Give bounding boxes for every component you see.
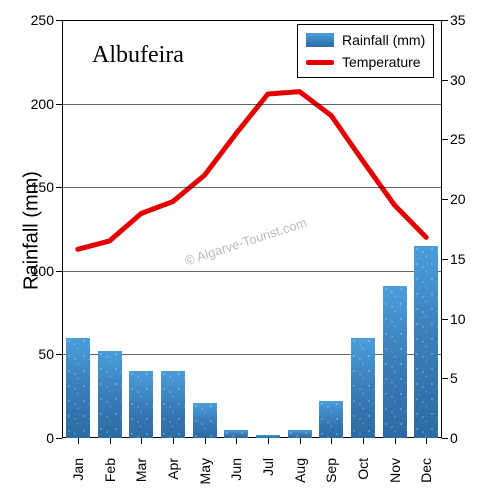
tick-y1 <box>56 187 62 188</box>
tick-x <box>395 438 396 444</box>
rainfall-bar <box>98 351 122 438</box>
tick-y2 <box>442 20 448 21</box>
tick-x <box>173 438 174 444</box>
legend-line-swatch <box>306 60 334 65</box>
tick-y1 <box>56 104 62 105</box>
rainfall-bar <box>66 338 90 438</box>
tick-label-x: Jun <box>228 458 244 488</box>
tick-y2 <box>442 438 448 439</box>
legend: Rainfall (mm) Temperature <box>297 24 434 78</box>
tick-label-y2: 0 <box>450 430 458 446</box>
rainfall-bar <box>288 430 312 438</box>
tick-label-y2: 15 <box>450 251 466 267</box>
tick-y2 <box>442 139 448 140</box>
tick-label-y1: 0 <box>46 430 54 446</box>
tick-label-x: Aug <box>292 458 308 488</box>
legend-bar-swatch <box>306 33 334 47</box>
tick-y1 <box>56 354 62 355</box>
rainfall-bar <box>161 371 185 438</box>
tick-label-x: Oct <box>355 458 371 488</box>
tick-y2 <box>442 199 448 200</box>
rainfall-bar <box>224 430 248 438</box>
tick-x <box>205 438 206 444</box>
tick-label-x: Dec <box>418 458 434 488</box>
tick-label-x: Feb <box>102 458 118 488</box>
tick-y1 <box>56 271 62 272</box>
tick-label-y2: 25 <box>450 131 466 147</box>
tick-label-x: Jan <box>70 458 86 488</box>
tick-label-x: Sep <box>323 458 339 488</box>
tick-label-y2: 10 <box>450 311 466 327</box>
tick-label-y1: 100 <box>31 263 54 279</box>
tick-y1 <box>56 20 62 21</box>
tick-y1 <box>56 438 62 439</box>
tick-x <box>331 438 332 444</box>
rainfall-bar <box>256 435 280 438</box>
legend-rainfall: Rainfall (mm) <box>306 29 425 51</box>
gridline-y1 <box>62 104 442 105</box>
tick-x <box>268 438 269 444</box>
tick-label-y2: 5 <box>450 370 458 386</box>
rainfall-bar <box>319 401 343 438</box>
tick-y2 <box>442 378 448 379</box>
rainfall-bar <box>383 286 407 438</box>
rainfall-bar <box>414 246 438 438</box>
tick-y2 <box>442 259 448 260</box>
tick-label-y2: 30 <box>450 72 466 88</box>
chart-title: Albufeira <box>92 42 184 69</box>
tick-label-y1: 250 <box>31 12 54 28</box>
tick-label-x: Jul <box>260 458 276 488</box>
tick-x <box>141 438 142 444</box>
tick-y2 <box>442 80 448 81</box>
tick-label-x: Apr <box>165 458 181 488</box>
tick-label-x: May <box>197 458 213 488</box>
tick-label-y1: 50 <box>38 346 54 362</box>
tick-label-y1: 150 <box>31 179 54 195</box>
tick-label-y2: 20 <box>450 191 466 207</box>
chart-container: Albufeira Rainfall (mm) Max Temperature … <box>0 0 501 500</box>
legend-temperature-label: Temperature <box>342 54 421 70</box>
tick-x <box>236 438 237 444</box>
tick-x <box>363 438 364 444</box>
rainfall-bar <box>351 338 375 438</box>
rainfall-bar <box>193 403 217 438</box>
rainfall-bar <box>129 371 153 438</box>
tick-label-x: Mar <box>133 458 149 488</box>
tick-x <box>426 438 427 444</box>
tick-x <box>110 438 111 444</box>
tick-label-y2: 35 <box>450 12 466 28</box>
tick-y2 <box>442 319 448 320</box>
tick-label-y1: 200 <box>31 96 54 112</box>
gridline-y1 <box>62 271 442 272</box>
tick-x <box>78 438 79 444</box>
legend-temperature: Temperature <box>306 51 425 73</box>
tick-label-x: Nov <box>387 458 403 488</box>
gridline-y1 <box>62 187 442 188</box>
tick-x <box>300 438 301 444</box>
legend-rainfall-label: Rainfall (mm) <box>342 32 425 48</box>
